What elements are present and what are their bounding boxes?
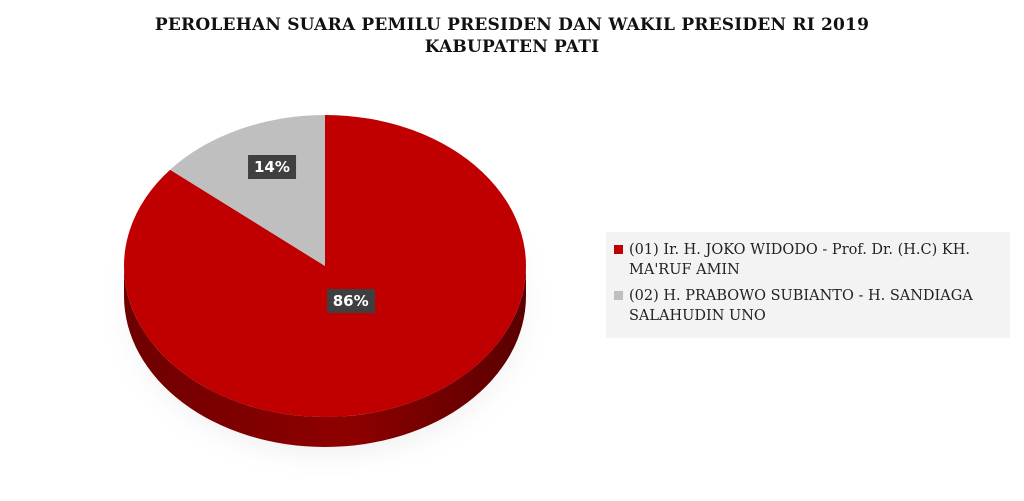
chart-title: PEROLEHAN SUARA PEMILU PRESIDEN DAN WAKI… bbox=[0, 14, 1024, 58]
data-label-2: 14% bbox=[247, 155, 296, 180]
chart-title-line-2: KABUPATEN PATI bbox=[424, 37, 600, 57]
legend-swatch-02 bbox=[614, 291, 623, 300]
legend-swatch-01 bbox=[614, 245, 623, 254]
pie-slice-2 bbox=[170, 115, 325, 266]
chart-title-line-1: PEROLEHAN SUARA PEMILU PRESIDEN DAN WAKI… bbox=[154, 15, 870, 35]
pie-slice-side-1 bbox=[124, 266, 526, 447]
legend: (01) Ir. H. JOKO WIDODO - Prof. Dr. (H.C… bbox=[606, 232, 1010, 338]
legend-label-02: (02) H. PRABOWO SUBIANTO - H. SANDIAGA S… bbox=[629, 288, 973, 324]
legend-entry-01: (01) Ir. H. JOKO WIDODO - Prof. Dr. (H.C… bbox=[614, 240, 1002, 280]
legend-entry-02: (02) H. PRABOWO SUBIANTO - H. SANDIAGA S… bbox=[614, 286, 1002, 326]
legend-label-01: (01) Ir. H. JOKO WIDODO - Prof. Dr. (H.C… bbox=[629, 242, 970, 278]
data-label-1: 86% bbox=[326, 288, 375, 313]
